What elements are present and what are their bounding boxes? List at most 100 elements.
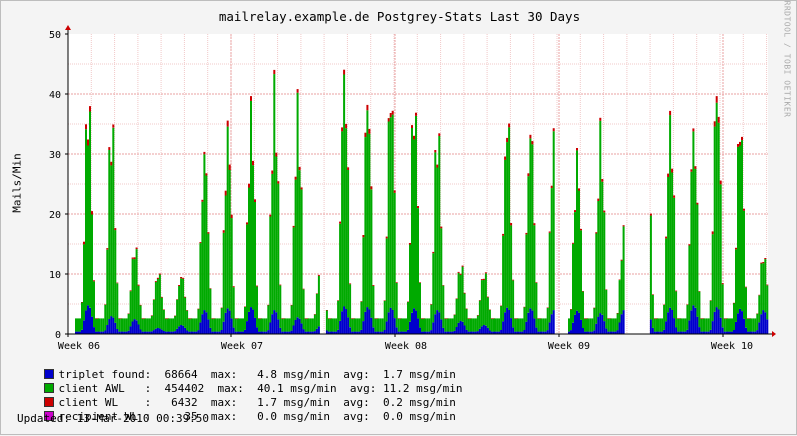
area-client-awl	[164, 318, 167, 332]
area-triplet-found	[682, 331, 685, 334]
area-triplet-found	[121, 331, 124, 334]
area-client-wl	[442, 285, 445, 286]
area-client-awl	[209, 288, 212, 328]
area-triplet-found	[442, 327, 445, 334]
area-client-awl	[455, 298, 458, 327]
area-client-awl	[472, 318, 475, 332]
area-triplet-found	[87, 305, 89, 334]
area-client-wl	[510, 223, 513, 226]
area-client-awl	[232, 287, 235, 328]
area-triplet-found	[232, 327, 235, 334]
area-client-awl	[108, 150, 111, 320]
area-client-wl	[91, 211, 93, 215]
area-client-awl	[620, 260, 623, 315]
area-triplet-found	[383, 329, 386, 334]
area-triplet-found	[484, 325, 487, 334]
area-triplet-found	[517, 331, 520, 334]
area-client-awl	[184, 297, 187, 328]
area-client-wl	[104, 304, 107, 305]
area-client-awl	[286, 318, 289, 332]
area-triplet-found	[432, 322, 435, 334]
area-triplet-found	[370, 317, 373, 334]
area-triplet-found	[110, 316, 113, 334]
area-client-wl	[469, 318, 472, 319]
area-triplet-found	[379, 331, 382, 334]
area-client-awl	[653, 318, 656, 332]
area-triplet-found	[467, 331, 470, 334]
area-triplet-found	[211, 331, 214, 334]
area-triplet-found	[743, 318, 745, 334]
area-triplet-found	[546, 330, 549, 334]
area-triplet-found	[675, 327, 678, 334]
area-client-awl	[595, 233, 598, 324]
area-client-awl	[453, 314, 456, 331]
area-client-wl	[281, 318, 284, 319]
area-client-awl	[544, 318, 547, 332]
area-client-wl	[702, 318, 705, 319]
area-client-awl	[162, 309, 165, 331]
area-triplet-found	[353, 331, 356, 334]
area-client-wl	[387, 118, 390, 122]
area-client-awl	[399, 318, 402, 332]
area-triplet-found	[281, 331, 284, 334]
area-client-awl	[148, 318, 151, 332]
area-triplet-found	[309, 331, 312, 334]
area-client-wl	[182, 277, 185, 279]
area-client-awl	[135, 249, 138, 321]
area-triplet-found	[300, 323, 303, 334]
area-triplet-found	[591, 331, 594, 334]
area-client-wl	[618, 279, 621, 280]
area-client-awl	[665, 238, 668, 322]
area-triplet-found	[131, 321, 134, 334]
area-client-wl	[366, 104, 369, 111]
area-triplet-found	[286, 331, 289, 334]
area-client-awl	[248, 187, 250, 312]
area-client-awl	[725, 318, 728, 332]
y-tick-label: 10	[49, 270, 61, 281]
area-client-awl	[539, 318, 542, 332]
area-client-wl	[277, 181, 280, 184]
area-client-awl	[263, 318, 266, 332]
area-client-awl	[391, 114, 394, 310]
area-triplet-found	[741, 311, 743, 334]
area-client-awl	[756, 313, 759, 330]
area-client-awl	[152, 299, 155, 330]
area-triplet-found	[230, 318, 233, 334]
area-triplet-found	[603, 321, 606, 334]
area-client-awl	[118, 318, 121, 332]
area-client-awl	[584, 318, 586, 332]
area-client-wl	[152, 299, 155, 300]
area-client-wl	[302, 288, 305, 290]
area-client-awl	[296, 92, 299, 318]
area-client-awl	[125, 318, 128, 332]
area-client-wl	[582, 291, 584, 292]
area-client-awl	[381, 318, 384, 332]
area-triplet-found	[174, 331, 177, 334]
area-client-awl	[186, 310, 189, 331]
area-client-wl	[269, 214, 272, 217]
legend-swatch-recipient-wl	[43, 411, 54, 421]
area-client-awl	[649, 215, 652, 320]
area-client-awl	[760, 263, 763, 315]
area-client-awl	[372, 286, 375, 328]
area-triplet-found	[279, 327, 282, 334]
area-client-awl	[527, 176, 530, 313]
area-client-awl	[383, 300, 386, 330]
area-triplet-found	[407, 330, 409, 334]
area-triplet-found	[735, 321, 737, 334]
area-client-awl	[474, 318, 477, 332]
area-client-wl	[250, 96, 252, 101]
area-client-awl	[267, 305, 270, 330]
area-client-wl	[459, 273, 462, 275]
area-client-awl	[745, 287, 747, 328]
area-client-wl	[271, 170, 274, 174]
area-client-awl	[731, 318, 733, 332]
area-triplet-found	[700, 331, 703, 334]
area-client-wl	[762, 262, 765, 264]
area-client-wl	[260, 318, 262, 319]
area-client-awl	[514, 318, 517, 332]
area-client-awl	[317, 275, 320, 327]
area-client-awl	[659, 318, 662, 332]
area-triplet-found	[661, 331, 664, 334]
area-client-awl	[180, 278, 183, 325]
